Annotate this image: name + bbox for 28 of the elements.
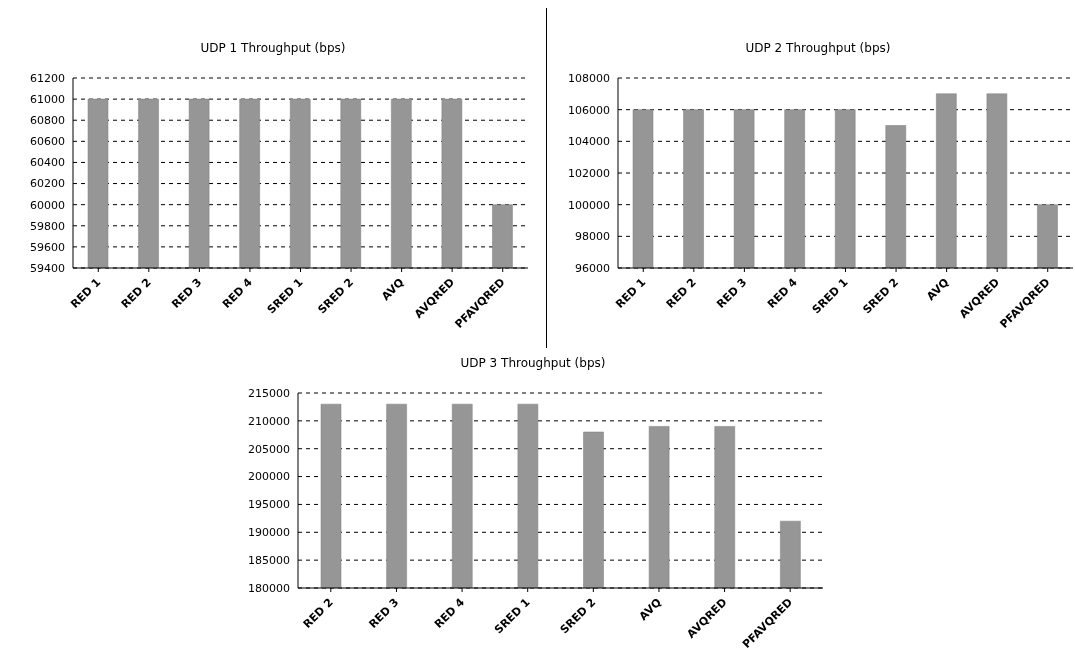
y-tick-label: 102000 [568, 166, 610, 180]
y-tick-label: 98000 [575, 230, 610, 244]
y-tick-label: 106000 [568, 103, 610, 117]
chart-title: UDP 1 Throughput (bps) [199, 40, 347, 57]
y-tick-label: 60600 [30, 135, 65, 149]
y-tick-label: 60400 [30, 156, 65, 170]
y-tick-label: 185000 [248, 554, 290, 568]
y-tick-label: 210000 [248, 414, 290, 428]
y-tick-label: 200000 [248, 470, 290, 484]
y-tick-label: 59600 [30, 240, 65, 254]
y-tick-label: 215000 [248, 386, 290, 400]
y-tick-label: 59800 [30, 219, 65, 233]
y-tick-label: 108000 [568, 71, 610, 85]
y-tick-label: 96000 [575, 261, 610, 275]
y-tick-label: 104000 [568, 135, 610, 149]
chart-title: UDP 2 Throughput (bps) [744, 40, 892, 57]
y-tick-label: 61200 [30, 71, 65, 85]
y-tick-label: 61000 [30, 93, 65, 107]
y-tick-label: 195000 [248, 498, 290, 512]
y-tick-label: 60000 [30, 198, 65, 212]
y-tick-label: 205000 [248, 442, 290, 456]
y-tick-label: 180000 [248, 581, 290, 595]
y-tick-label: 100000 [568, 198, 610, 212]
y-tick-label: 60800 [30, 114, 65, 128]
chart-title: UDP 3 Throughput (bps) [459, 355, 607, 372]
y-tick-label: 60200 [30, 177, 65, 191]
y-tick-label: 190000 [248, 526, 290, 540]
y-tick-label: 59400 [30, 261, 65, 275]
